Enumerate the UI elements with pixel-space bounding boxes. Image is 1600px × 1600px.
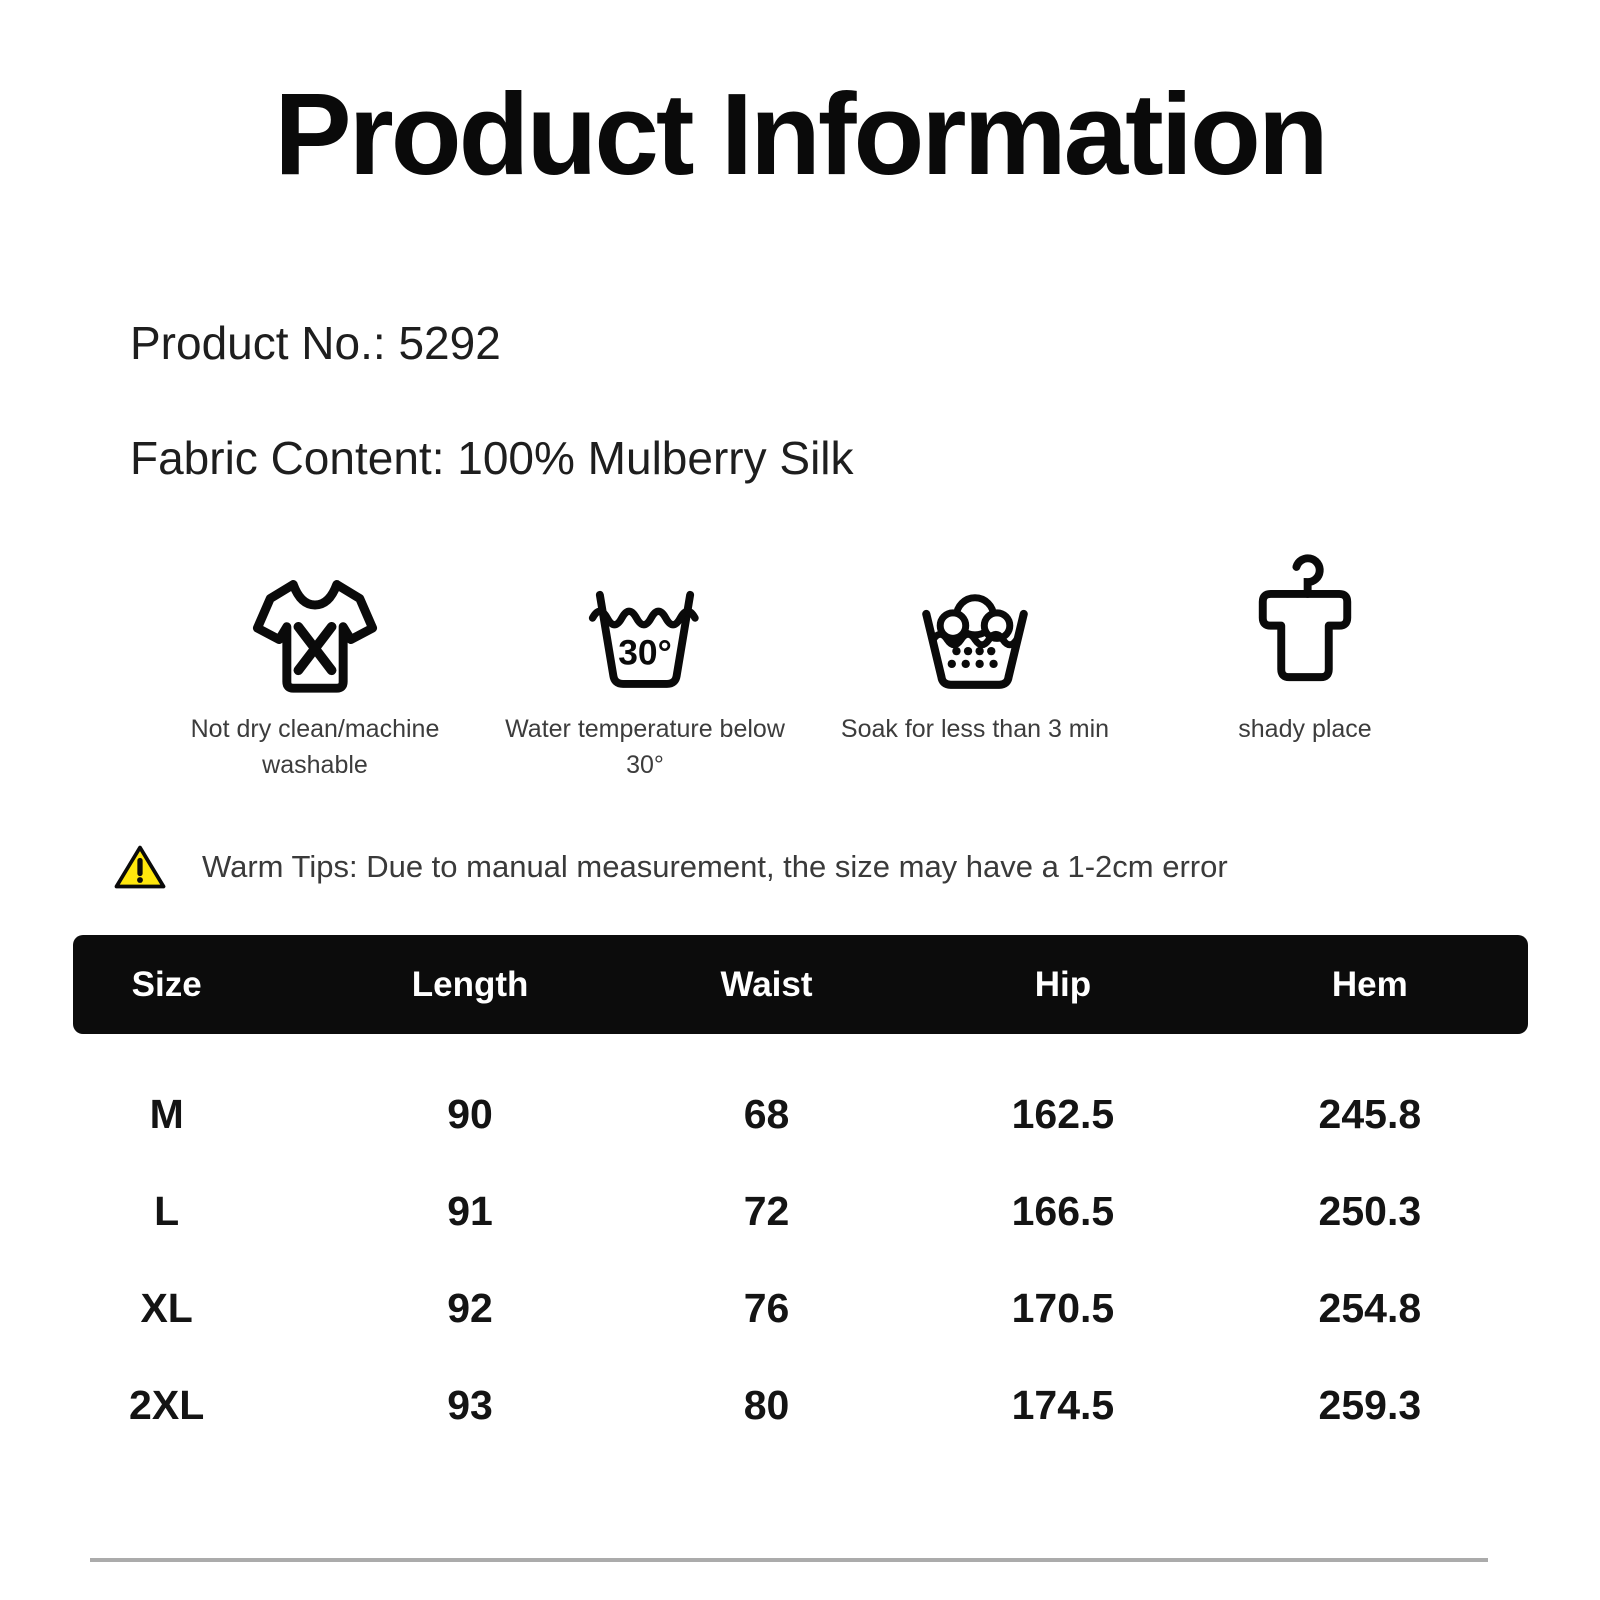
table-cell: 2XL bbox=[129, 1382, 205, 1429]
icon-box: 30° bbox=[582, 541, 708, 701]
table-cell: M bbox=[149, 1091, 184, 1138]
icon-box bbox=[1239, 541, 1371, 701]
table-cell: 174.5 bbox=[1011, 1382, 1115, 1429]
column-header-length: Length bbox=[411, 964, 529, 1004]
column-header-hip: Hip bbox=[1034, 964, 1092, 1004]
warning-icon bbox=[114, 845, 166, 889]
care-caption: Water temperature below 30° bbox=[505, 715, 785, 780]
shade-dry-icon bbox=[1258, 554, 1352, 682]
table-cell: 170.5 bbox=[1011, 1285, 1115, 1332]
care-item-water-temperature: 30° Water temperature below 30° bbox=[480, 541, 810, 783]
care-item-shade-dry: shady place bbox=[1140, 541, 1470, 783]
table-cell: 92 bbox=[447, 1285, 493, 1332]
table-cell: L bbox=[154, 1188, 180, 1235]
size-table-header: Size Length Waist Hip Hem bbox=[72, 935, 1528, 1035]
table-cell: 91 bbox=[447, 1188, 493, 1235]
table-row: 2XL 93 80 174.5 259.3 bbox=[73, 1357, 1528, 1454]
page-title: Product Information bbox=[274, 69, 1328, 199]
bubble-dots bbox=[947, 647, 998, 669]
table-row: M 90 68 162.5 245.8 bbox=[73, 1066, 1528, 1163]
size-table-body: M 90 68 162.5 245.8 L 91 72 166.5 250.3 … bbox=[73, 1066, 1528, 1454]
water-temperature-value: 30° bbox=[618, 634, 672, 673]
table-cell: 68 bbox=[743, 1091, 790, 1138]
care-caption: Soak for less than 3 min bbox=[840, 715, 1110, 744]
table-cell: 76 bbox=[743, 1285, 790, 1332]
table-cell: 250.3 bbox=[1318, 1188, 1422, 1235]
care-item-no-machine-wash: Not dry clean/machine washable bbox=[150, 541, 480, 783]
icon-box bbox=[249, 541, 381, 701]
table-cell: 245.8 bbox=[1318, 1091, 1422, 1138]
column-header-waist: Waist bbox=[720, 964, 813, 1004]
no-machine-wash-icon bbox=[252, 580, 378, 693]
table-row: L 91 72 166.5 250.3 bbox=[73, 1163, 1528, 1260]
care-caption: shady place bbox=[1238, 715, 1372, 744]
care-caption: Not dry clean/machine washable bbox=[190, 715, 440, 780]
table-cell: 254.8 bbox=[1318, 1285, 1422, 1332]
table-cell: 259.3 bbox=[1318, 1382, 1422, 1429]
size-table: Size Length Waist Hip Hem M 90 68 162.5 … bbox=[72, 935, 1528, 1454]
table-cell: 90 bbox=[447, 1091, 493, 1138]
product-number-text: Product No.: 5292 bbox=[130, 317, 501, 370]
table-cell: 93 bbox=[447, 1382, 493, 1429]
fabric-content-text: Fabric Content: 100% Mulberry Silk bbox=[130, 432, 854, 485]
column-header-hem: Hem bbox=[1331, 964, 1408, 1004]
bottom-divider bbox=[90, 1558, 1488, 1562]
icon-box bbox=[909, 541, 1041, 701]
water-temperature-icon: 30° bbox=[588, 591, 699, 689]
table-cell: 72 bbox=[743, 1188, 790, 1235]
care-instructions-row: Not dry clean/machine washable 30° Water… bbox=[150, 541, 1470, 783]
column-header-size: Size bbox=[131, 964, 202, 1004]
table-cell: XL bbox=[140, 1285, 193, 1332]
warning-text: Warm Tips: Due to manual measurement, th… bbox=[202, 849, 1228, 885]
warning-row: Warm Tips: Due to manual measurement, th… bbox=[114, 843, 1600, 891]
care-item-soak: Soak for less than 3 min bbox=[810, 541, 1140, 783]
table-row: XL 92 76 170.5 254.8 bbox=[73, 1260, 1528, 1357]
table-cell: 162.5 bbox=[1011, 1091, 1115, 1138]
soak-icon bbox=[922, 594, 1028, 689]
table-cell: 166.5 bbox=[1011, 1188, 1115, 1235]
product-details: Product No.: 5292 Fabric Content: 100% M… bbox=[130, 317, 1600, 485]
table-cell: 80 bbox=[743, 1382, 790, 1429]
